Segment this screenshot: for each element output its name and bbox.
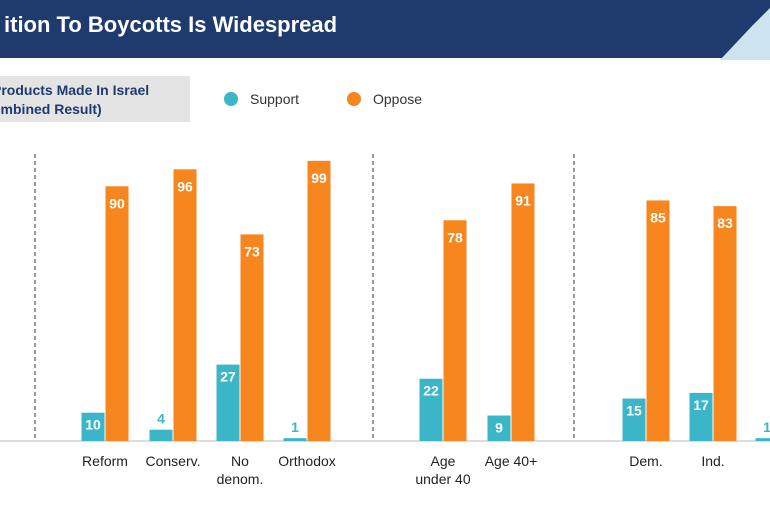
legend-oppose-label: Oppose xyxy=(373,91,423,107)
support-value-label: 15 xyxy=(626,403,642,419)
support-value-label: 1 xyxy=(763,419,770,435)
oppose-bar xyxy=(443,220,467,441)
x-tick-label-line2: under 40 xyxy=(415,471,471,487)
support-bar xyxy=(216,364,240,441)
support-value-label: 17 xyxy=(693,397,709,413)
legend-support-label: Support xyxy=(250,91,300,107)
support-bar xyxy=(755,438,770,441)
oppose-value-label: 85 xyxy=(650,209,666,225)
x-tick-label: Reform xyxy=(60,452,150,470)
page-title: ition To Boycotts Is Widespread xyxy=(4,12,338,37)
support-value-label: 10 xyxy=(85,417,101,433)
support-value-label: 22 xyxy=(423,383,439,399)
x-tick-label-line1: Orthodox xyxy=(278,453,336,469)
support-bar xyxy=(622,398,646,441)
support-bar xyxy=(487,415,511,441)
legend-support-swatch xyxy=(224,92,238,106)
x-tick-label-line1: Reform xyxy=(82,453,128,469)
support-value-label: 1 xyxy=(291,419,299,435)
x-tick-label-line1: Age xyxy=(430,453,456,469)
legend-oppose: Oppose xyxy=(347,91,422,107)
subtitle-line-1: Products Made In Israel xyxy=(0,82,150,98)
support-bar xyxy=(81,412,105,441)
oppose-bar xyxy=(307,160,331,441)
support-bar xyxy=(689,392,713,441)
oppose-value-label: 78 xyxy=(447,229,463,245)
support-value-label: 4 xyxy=(157,411,165,427)
oppose-bar xyxy=(646,200,670,441)
banner-background xyxy=(0,0,770,58)
oppose-value-label: 73 xyxy=(244,243,260,259)
oppose-value-label: 99 xyxy=(311,170,327,186)
x-tick-label-line1: Dem. xyxy=(629,453,663,469)
x-tick-label: Dem. xyxy=(601,452,691,470)
x-tick-label: No denom. xyxy=(195,452,285,488)
x-tick-label: R xyxy=(734,452,770,470)
oppose-value-label: 96 xyxy=(177,178,193,194)
oppose-bar xyxy=(713,206,737,441)
oppose-value-label: 90 xyxy=(109,195,125,211)
support-bar xyxy=(419,378,443,441)
x-tick-label: Age 40+ xyxy=(466,452,556,470)
support-value-label: 9 xyxy=(495,420,503,436)
x-tick-label-line2: denom. xyxy=(216,471,264,487)
oppose-bar xyxy=(511,183,535,441)
x-tick-label: Orthodox xyxy=(262,452,352,470)
x-tick-label: Age under 40 xyxy=(398,452,488,488)
support-bar xyxy=(149,429,173,441)
oppose-value-label: 91 xyxy=(515,192,531,208)
oppose-value-label: 83 xyxy=(717,215,733,231)
x-tick-label-line1: R xyxy=(734,452,770,470)
x-tick-label-line1: No xyxy=(231,453,249,469)
support-bar xyxy=(283,438,307,441)
oppose-bar xyxy=(240,234,264,441)
x-tick-label: Conserv. xyxy=(128,452,218,470)
oppose-bar xyxy=(105,186,129,441)
x-tick-label-line1: Conserv. xyxy=(145,453,201,469)
support-value-label: 27 xyxy=(220,369,236,385)
x-tick-label-line1: Age 40+ xyxy=(484,453,538,469)
banner-accent xyxy=(720,8,770,60)
chart-subtitle: Products Made In Israel ombined Result) xyxy=(0,76,190,122)
header-banner xyxy=(0,0,770,60)
legend-support: Support xyxy=(224,91,299,107)
x-tick-label: Ind. xyxy=(668,452,758,470)
x-tick-label-line1: Ind. xyxy=(701,453,725,469)
oppose-bar xyxy=(173,169,197,441)
subtitle-line-2: ombined Result) xyxy=(0,101,102,117)
legend-oppose-swatch xyxy=(347,92,361,106)
